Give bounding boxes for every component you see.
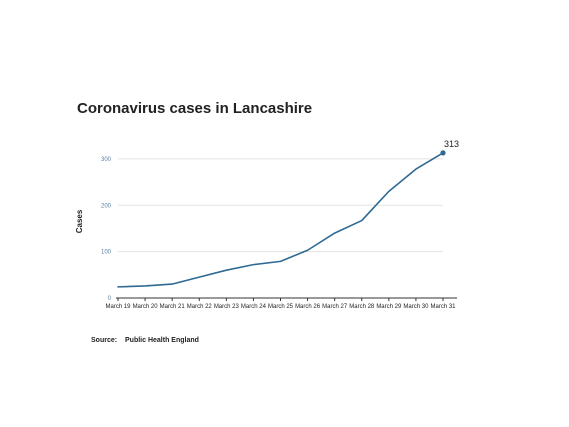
- y-tick-label: 200: [101, 203, 112, 209]
- x-tick-label: March 25: [268, 304, 294, 310]
- data-point-marker: [440, 150, 446, 156]
- y-tick-label: 100: [101, 250, 112, 256]
- series-layer: [117, 150, 446, 288]
- x-tick-label: March 19: [105, 304, 131, 310]
- axes: [116, 297, 457, 301]
- y-tick-label: 0: [108, 296, 112, 302]
- x-tick-label: March 22: [187, 304, 213, 310]
- x-tick-label: March 24: [241, 304, 267, 310]
- gridlines: [118, 158, 443, 253]
- x-tick-label: March 31: [430, 304, 456, 310]
- x-tick-label: March 30: [403, 304, 429, 310]
- chart-title: Coronavirus cases in Lancashire: [77, 100, 313, 117]
- y-axis-label: Cases: [75, 209, 84, 233]
- source-name: Public Health England: [125, 337, 199, 344]
- x-tick-label: March 29: [376, 304, 402, 310]
- x-tick-label: March 27: [322, 304, 348, 310]
- x-tick-label: March 28: [349, 304, 375, 310]
- y-tick-label: 300: [101, 157, 112, 163]
- x-tick-label: March 21: [160, 304, 186, 310]
- x-tick-label: March 20: [133, 304, 159, 310]
- data-label: 313: [444, 139, 459, 149]
- x-tick-label: March 26: [295, 304, 321, 310]
- series-line: [117, 152, 444, 288]
- source-label: Source:: [91, 337, 118, 344]
- x-tick-label: March 23: [214, 304, 240, 310]
- source-note: Source: Public Health England: [91, 337, 199, 344]
